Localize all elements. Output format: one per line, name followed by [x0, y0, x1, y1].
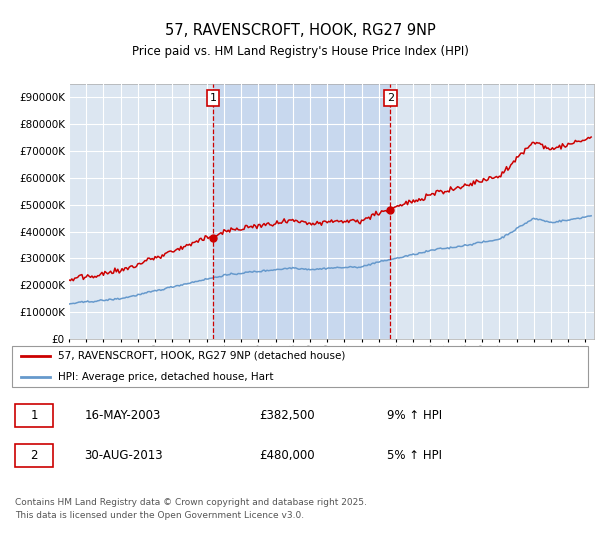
FancyBboxPatch shape: [12, 346, 588, 387]
Text: 30-AUG-2013: 30-AUG-2013: [85, 449, 163, 462]
FancyBboxPatch shape: [15, 404, 53, 427]
Bar: [213, 84, 390, 339]
Text: 1: 1: [30, 409, 38, 422]
Text: 1: 1: [209, 93, 217, 103]
FancyBboxPatch shape: [15, 444, 53, 466]
Text: Contains HM Land Registry data © Crown copyright and database right 2025.
This d: Contains HM Land Registry data © Crown c…: [15, 498, 367, 520]
Text: 2: 2: [30, 449, 38, 462]
Text: Price paid vs. HM Land Registry's House Price Index (HPI): Price paid vs. HM Land Registry's House …: [131, 45, 469, 58]
Text: £382,500: £382,500: [259, 409, 315, 422]
Text: 16-MAY-2003: 16-MAY-2003: [85, 409, 161, 422]
Text: 57, RAVENSCROFT, HOOK, RG27 9NP: 57, RAVENSCROFT, HOOK, RG27 9NP: [164, 24, 436, 38]
Text: HPI: Average price, detached house, Hart: HPI: Average price, detached house, Hart: [58, 372, 274, 382]
Text: 9% ↑ HPI: 9% ↑ HPI: [388, 409, 442, 422]
Text: 5% ↑ HPI: 5% ↑ HPI: [388, 449, 442, 462]
Text: £480,000: £480,000: [259, 449, 315, 462]
Text: 2: 2: [386, 93, 394, 103]
Text: 57, RAVENSCROFT, HOOK, RG27 9NP (detached house): 57, RAVENSCROFT, HOOK, RG27 9NP (detache…: [58, 351, 346, 361]
